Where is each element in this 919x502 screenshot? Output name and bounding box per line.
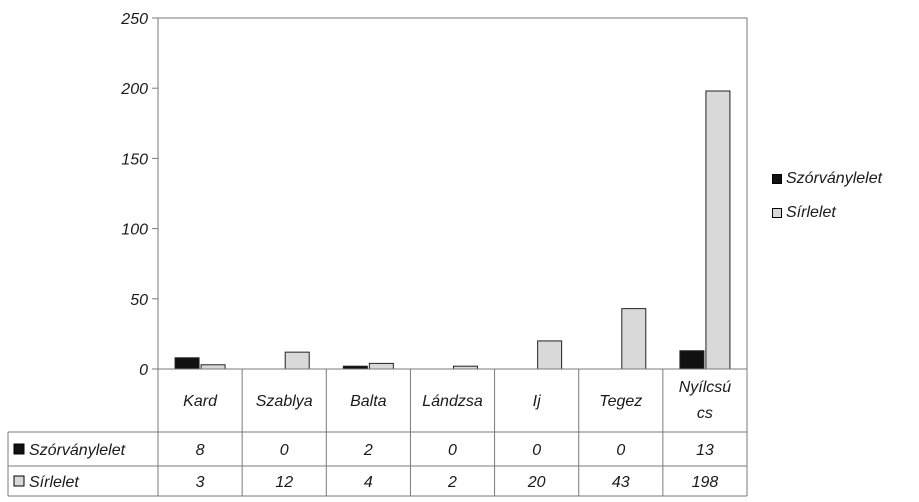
y-tick-label: 200 bbox=[120, 81, 148, 98]
y-tick-label: 150 bbox=[121, 151, 148, 168]
category-label: cs bbox=[697, 405, 713, 422]
table-legend-swatch bbox=[13, 443, 25, 455]
table-series-label: Sírlelet bbox=[29, 474, 79, 491]
bar-sirlelet bbox=[368, 362, 394, 370]
y-tick-label: 100 bbox=[121, 222, 148, 239]
table-value: 3 bbox=[196, 474, 205, 491]
category-label: Ij bbox=[533, 393, 541, 410]
bar-sirlelet bbox=[537, 340, 563, 370]
plot-border bbox=[157, 17, 748, 370]
table-value: 12 bbox=[275, 474, 293, 491]
y-tick-label: 250 bbox=[120, 11, 148, 28]
table-value: 0 bbox=[616, 442, 625, 459]
legend-item-sirlelet: Sírlelet bbox=[772, 202, 836, 224]
category-label: Nyílcsú bbox=[679, 379, 732, 396]
table-value: 13 bbox=[696, 442, 714, 459]
category-label: Tegez bbox=[599, 393, 642, 410]
table-value: 4 bbox=[364, 474, 373, 491]
bar-sirlelet bbox=[705, 90, 731, 370]
bar-sirlelet bbox=[621, 308, 647, 370]
legend-swatch-szorvanylelet bbox=[772, 174, 782, 184]
table-value: 43 bbox=[612, 474, 630, 491]
category-label: Balta bbox=[350, 393, 387, 410]
bar-szorvanylelet bbox=[679, 350, 705, 370]
y-axis: 0 50 100 150 200 250 bbox=[120, 11, 158, 379]
y-tick-label: 50 bbox=[130, 292, 148, 309]
plot-area bbox=[157, 17, 748, 370]
table-value: 2 bbox=[363, 442, 373, 459]
table-series-label: Szórványlelet bbox=[29, 442, 126, 459]
category-label: Lándzsa bbox=[422, 393, 483, 410]
bars bbox=[174, 90, 731, 370]
bar-szorvanylelet bbox=[174, 357, 200, 370]
category-label: Kard bbox=[183, 393, 218, 410]
table-value: 2 bbox=[447, 474, 457, 491]
bar-sirlelet bbox=[200, 364, 226, 370]
legend-item-szorvanylelet: Szórványlelet bbox=[772, 168, 882, 190]
data-table: Kard Szablya Balta Lándzsa Ij Tegez Nyílcsú cs S… bbox=[7, 368, 748, 497]
table-value: 8 bbox=[196, 442, 205, 459]
table-value: 0 bbox=[532, 442, 541, 459]
legend-swatch-sirlelet bbox=[772, 208, 782, 218]
table-value: 0 bbox=[280, 442, 289, 459]
table-value: 20 bbox=[527, 474, 546, 491]
y-tick-label: 0 bbox=[139, 362, 148, 379]
legend-label-sirlelet: Sírlelet bbox=[786, 204, 836, 221]
table-value: 198 bbox=[692, 474, 719, 491]
table-legend-swatch bbox=[13, 475, 25, 487]
category-label: Szablya bbox=[256, 393, 313, 410]
bar-sirlelet bbox=[284, 351, 310, 370]
table-value: 0 bbox=[448, 442, 457, 459]
legend-label-szorvanylelet: Szórványlelet bbox=[786, 170, 883, 187]
